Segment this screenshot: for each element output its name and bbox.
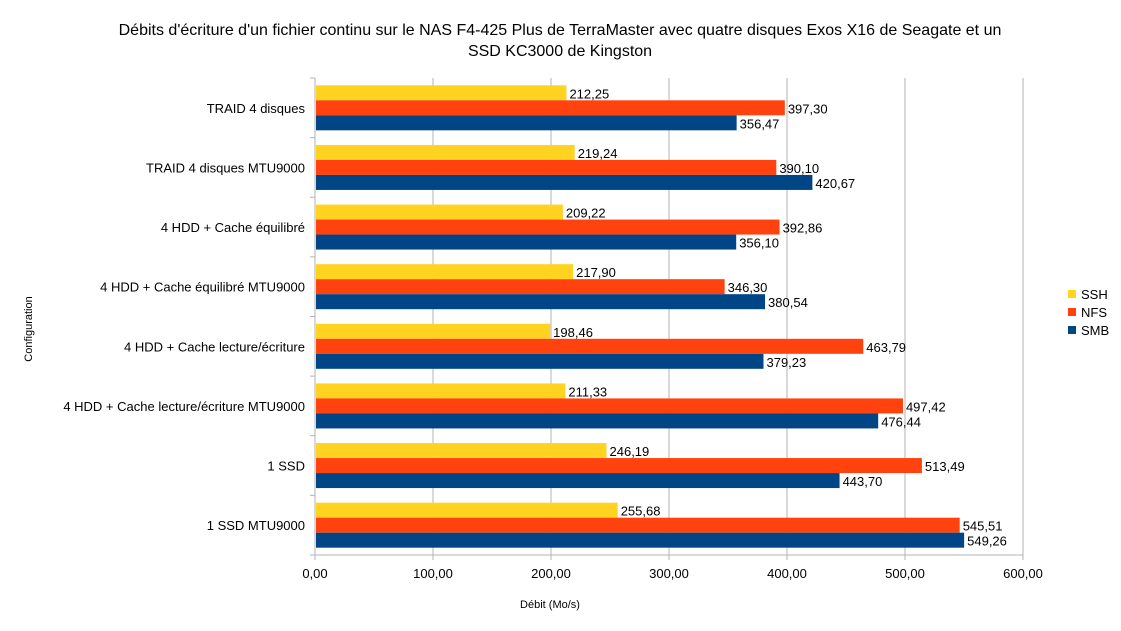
data-label-nfs: 397,30 <box>788 101 828 116</box>
chart-title: Débits d'écriture d'un fichier continu s… <box>118 22 1002 60</box>
data-label-smb: 549,26 <box>967 534 1007 549</box>
category-label: 4 HDD + Cache équilibré MTU9000 <box>100 280 305 295</box>
bar-ssh <box>316 323 551 339</box>
category-label: TRAID 4 disques MTU9000 <box>146 160 305 175</box>
x-tick-label: 600,00 <box>1003 566 1043 581</box>
data-label-nfs: 392,86 <box>783 221 823 236</box>
data-label-ssh: 255,68 <box>621 504 661 519</box>
data-label-nfs: 346,30 <box>728 280 768 295</box>
data-label-smb: 420,67 <box>815 176 855 191</box>
bar-smb <box>316 353 764 369</box>
legend-label-nfs: NFS <box>1081 305 1107 320</box>
data-label-ssh: 198,46 <box>553 325 593 340</box>
bar-smb <box>316 413 879 429</box>
bar-nfs <box>316 100 785 116</box>
y-axis-title: Configuration <box>23 296 35 361</box>
bar-smb <box>316 294 766 310</box>
category-label: 4 HDD + Cache lecture/écriture MTU9000 <box>63 399 305 414</box>
data-label-nfs: 497,42 <box>906 399 946 414</box>
bar-nfs <box>316 398 903 414</box>
data-label-smb: 379,23 <box>766 355 806 370</box>
bar-nfs <box>316 219 780 235</box>
data-label-smb: 356,47 <box>740 116 780 131</box>
legend-label-ssh: SSH <box>1081 287 1108 302</box>
data-label-smb: 476,44 <box>881 414 921 429</box>
data-label-ssh: 212,25 <box>569 86 609 101</box>
bar-ssh <box>316 204 563 220</box>
bar-ssh <box>316 383 566 399</box>
data-label-smb: 443,70 <box>843 474 883 489</box>
category-label: TRAID 4 disques <box>207 101 306 116</box>
x-tick-label: 400,00 <box>767 566 807 581</box>
bars <box>316 85 965 548</box>
bar-ssh <box>316 264 574 280</box>
data-label-nfs: 463,79 <box>866 340 906 355</box>
bar-ssh <box>316 502 618 518</box>
x-tick-label: 300,00 <box>649 566 689 581</box>
legend-swatch-ssh <box>1068 290 1076 298</box>
data-label-nfs: 390,10 <box>779 161 819 176</box>
bar-ssh <box>316 443 607 459</box>
bar-nfs <box>316 517 960 533</box>
data-label-ssh: 209,22 <box>566 206 606 221</box>
legend-swatch-smb <box>1068 326 1076 334</box>
bar-nfs <box>316 279 725 295</box>
bar-smb <box>316 473 840 489</box>
legend-label-smb: SMB <box>1081 323 1109 338</box>
bar-nfs <box>316 458 922 474</box>
category-label: 4 HDD + Cache équilibré <box>161 220 305 235</box>
x-tick-label: 200,00 <box>531 566 571 581</box>
data-label-ssh: 219,24 <box>578 146 618 161</box>
bar-smb <box>316 115 737 131</box>
x-tick-label: 100,00 <box>413 566 453 581</box>
data-label-ssh: 211,33 <box>568 384 607 399</box>
category-label: 1 SSD MTU9000 <box>207 518 305 533</box>
category-label: 4 HDD + Cache lecture/écriture <box>124 339 305 354</box>
data-label-ssh: 217,90 <box>576 265 616 280</box>
bar-ssh <box>316 144 575 160</box>
bar-smb <box>316 532 965 548</box>
data-label-nfs: 545,51 <box>963 519 1003 534</box>
bar-nfs <box>316 338 864 354</box>
bar-smb <box>316 174 813 190</box>
x-axis-title: Débit (Mo/s) <box>520 599 580 611</box>
x-tick-label: 500,00 <box>885 566 925 581</box>
data-label-smb: 380,54 <box>768 295 808 310</box>
category-label: 1 SSD <box>267 459 305 474</box>
bar-smb <box>316 234 737 250</box>
data-label-ssh: 246,19 <box>610 444 650 459</box>
legend: SSH NFS SMB <box>1068 287 1109 338</box>
data-label-smb: 356,10 <box>739 236 779 251</box>
axes: 0,00 100,00 200,00 300,00 400,00 500,00 600,00… <box>63 77 1043 581</box>
x-tick-label: 0,00 <box>302 566 327 581</box>
legend-swatch-nfs <box>1068 308 1076 316</box>
bar-ssh <box>316 85 567 101</box>
bar-nfs <box>316 159 777 175</box>
data-label-nfs: 513,49 <box>925 459 965 474</box>
